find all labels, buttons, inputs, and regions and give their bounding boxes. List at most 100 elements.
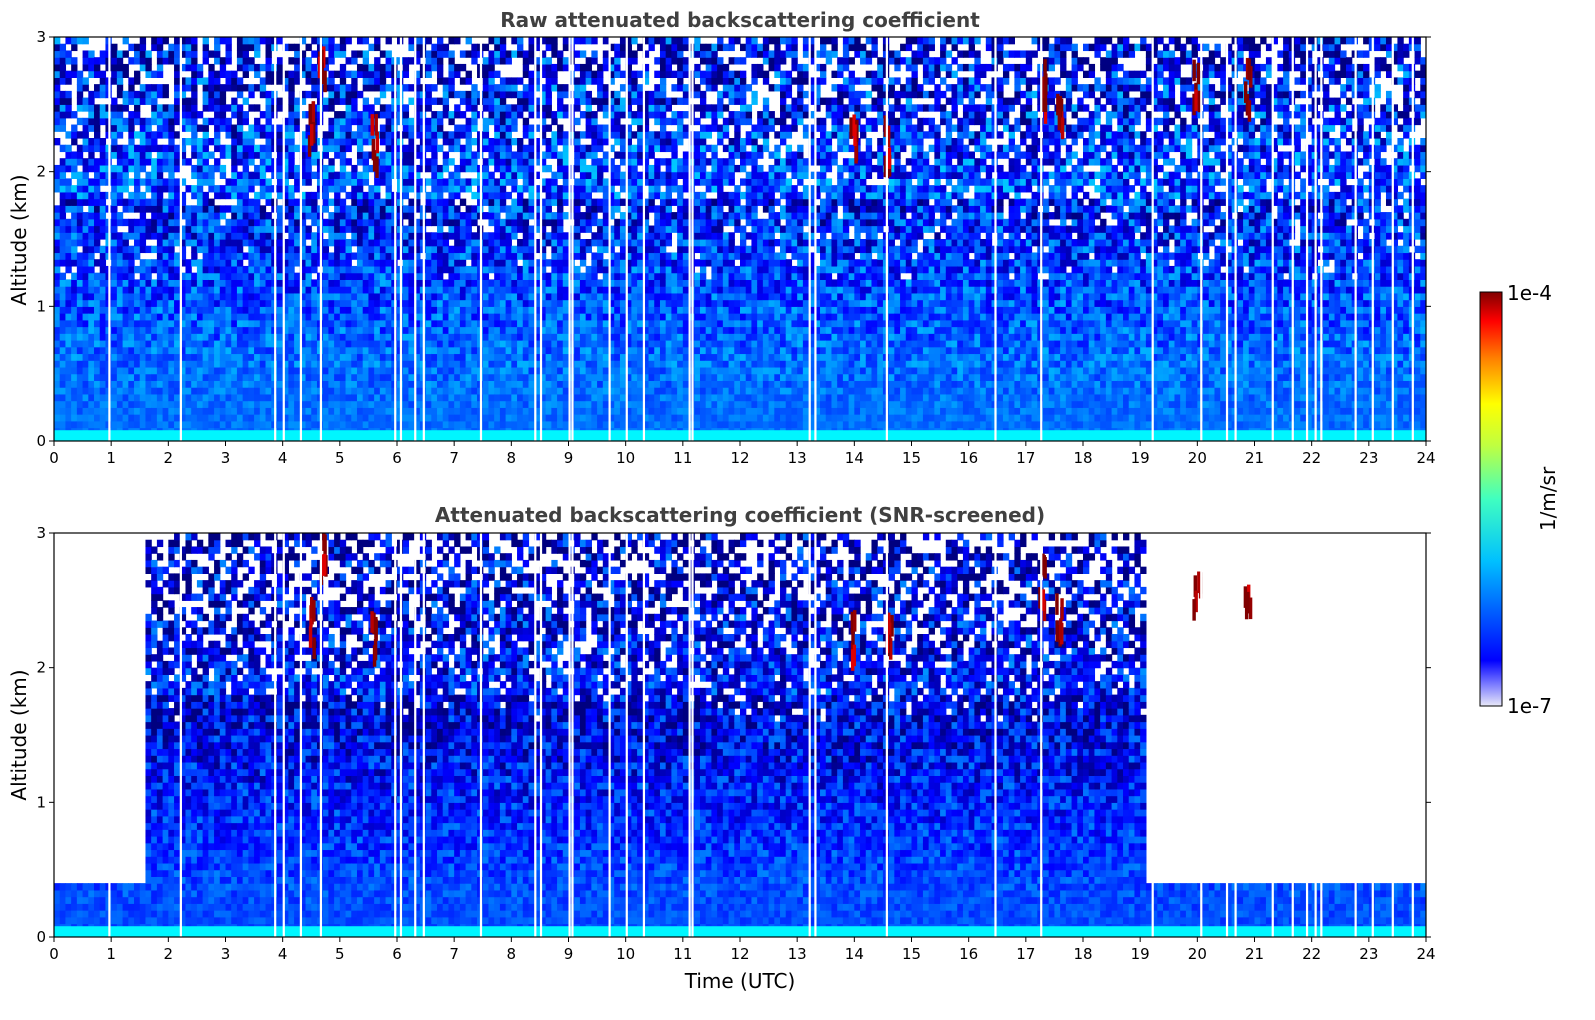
heatmap-cell — [242, 279, 249, 287]
heatmap-cell — [151, 245, 158, 254]
heatmap-cell — [385, 313, 392, 321]
heatmap-cell — [499, 218, 507, 227]
heatmap-cell — [99, 205, 107, 213]
heatmap-cell — [534, 70, 541, 78]
heatmap-cell — [499, 111, 507, 119]
heatmap-cell — [311, 360, 318, 368]
heatmap-cell — [71, 272, 78, 280]
heatmap-cell — [454, 346, 461, 355]
heatmap-cell — [517, 90, 524, 99]
heatmap-cell — [59, 232, 67, 240]
heatmap-cell — [231, 239, 238, 247]
heatmap-cell — [551, 400, 558, 408]
heatmap-cell — [134, 380, 141, 388]
heatmap-cell — [499, 124, 507, 132]
heatmap-cell — [499, 333, 507, 341]
heatmap-cell — [459, 124, 467, 132]
heatmap-cell — [254, 191, 261, 200]
heatmap-cell — [551, 373, 558, 381]
heatmap-cell — [362, 131, 370, 139]
heatmap-cell — [511, 185, 518, 193]
heatmap-cell — [156, 313, 164, 321]
heatmap-cell — [379, 380, 387, 388]
heatmap-cell — [242, 178, 249, 186]
heatmap-cell — [328, 70, 335, 78]
heatmap-cell — [282, 353, 289, 361]
heatmap-cell — [151, 158, 158, 166]
heatmap-cell — [311, 353, 318, 361]
heatmap-cell — [145, 380, 152, 388]
heatmap-cell — [128, 252, 135, 260]
heatmap-cell — [345, 239, 352, 247]
heatmap-cell — [414, 346, 421, 355]
heatmap-cell — [494, 420, 501, 429]
heatmap-cell — [471, 205, 478, 213]
heatmap-cell — [368, 414, 375, 422]
heatmap-cell — [528, 265, 535, 274]
heatmap-cell — [505, 366, 512, 375]
heatmap-cell — [168, 212, 175, 220]
heatmap-cell — [356, 111, 364, 119]
heatmap-cell — [334, 306, 341, 314]
heatmap-cell — [339, 43, 347, 52]
heatmap-cell — [414, 239, 421, 247]
heatmap-cell — [299, 131, 307, 139]
heatmap-cell — [236, 245, 244, 254]
heatmap-cell — [208, 299, 215, 307]
heatmap-cell — [311, 286, 318, 294]
heatmap-cell — [265, 185, 272, 193]
heatmap-cell — [591, 340, 598, 348]
heatmap-cell — [259, 151, 267, 159]
heatmap-cell — [534, 111, 541, 119]
heatmap-cell — [59, 245, 67, 254]
heatmap-cell — [111, 164, 118, 173]
heatmap-cell — [168, 319, 175, 328]
heatmap-cell — [448, 212, 455, 220]
heatmap-cell — [511, 104, 518, 112]
heatmap-cell — [534, 333, 541, 341]
heatmap-cell — [71, 70, 78, 78]
heatmap-cell — [448, 50, 455, 58]
heatmap-cell — [482, 158, 490, 166]
heatmap-cell — [408, 414, 415, 422]
heatmap-cell — [219, 272, 227, 280]
heatmap-cell — [328, 366, 335, 375]
heatmap-cell — [162, 245, 169, 254]
heatmap-cell — [248, 90, 255, 99]
heatmap-cell — [465, 319, 472, 328]
heatmap-cell — [425, 366, 432, 375]
heatmap-cell — [459, 265, 467, 274]
heatmap-cell — [276, 70, 284, 78]
heatmap-cell — [299, 218, 307, 227]
heatmap-cell — [99, 84, 107, 92]
heatmap-cell — [528, 185, 535, 193]
heatmap-cell — [368, 239, 375, 247]
heatmap-cell — [368, 63, 375, 72]
heatmap-cell — [162, 353, 169, 361]
heatmap-cell — [351, 353, 358, 361]
heatmap-cell — [522, 279, 530, 287]
heatmap-cell — [82, 84, 89, 92]
heatmap-cell — [174, 279, 181, 287]
heatmap-cell — [539, 232, 547, 240]
heatmap-cell — [265, 178, 272, 186]
heatmap-cell — [299, 97, 307, 105]
heatmap-cell — [156, 265, 164, 274]
heatmap-cell — [534, 198, 541, 206]
heatmap-cell — [471, 360, 478, 368]
heatmap-cell — [385, 70, 392, 78]
heatmap-cell — [374, 191, 381, 200]
heatmap-cell — [242, 420, 249, 429]
heatmap-cell — [294, 57, 301, 65]
heatmap-cell — [425, 393, 432, 402]
heatmap-cell — [579, 414, 587, 422]
heatmap-cell — [185, 340, 192, 348]
heatmap-cell — [208, 306, 215, 314]
heatmap-cell — [265, 380, 272, 388]
heatmap-cell — [534, 57, 541, 65]
heatmap-cell — [299, 144, 307, 153]
heatmap-cell — [465, 373, 472, 381]
heatmap-cell — [499, 407, 507, 415]
heatmap-cell — [259, 400, 267, 408]
heatmap-cell — [459, 400, 467, 408]
